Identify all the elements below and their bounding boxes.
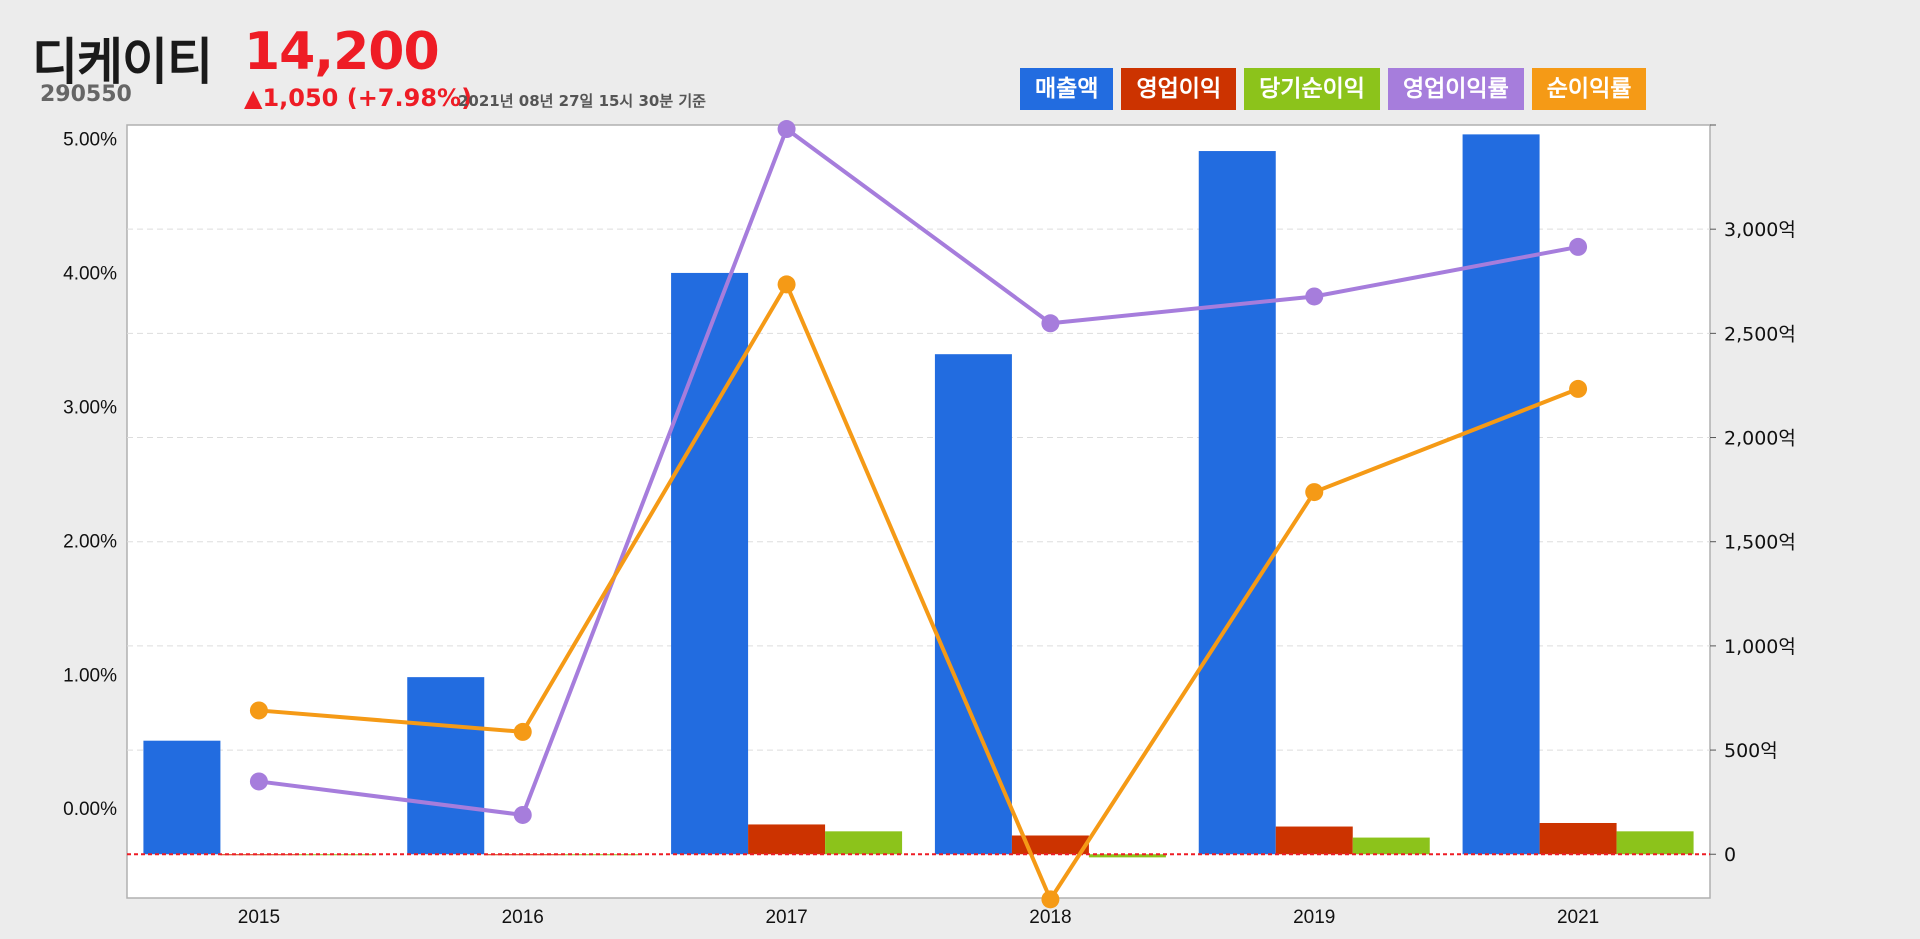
bar-net-income: [1616, 831, 1694, 855]
bar-revenue: [1198, 151, 1276, 855]
legend-net-margin[interactable]: 순이익률: [1531, 68, 1647, 110]
right-tick-label: 500억: [1724, 740, 1778, 762]
line-net-margin-point: [777, 275, 796, 294]
bar-net-income: [297, 854, 375, 856]
stock-code: 290550: [40, 82, 132, 107]
line-operating-margin-point: [513, 805, 532, 824]
bar-revenue: [671, 272, 749, 855]
stock-price: 14,200: [244, 22, 440, 82]
right-tick-label: 2,500억: [1724, 323, 1796, 345]
left-tick-label: 3.00%: [63, 397, 117, 418]
x-tick-label: 2015: [238, 907, 280, 928]
legend: 매출액 영업이익 당기순이익 영업이익률 순이익률: [1020, 68, 1647, 110]
left-tick-label: 1.00%: [63, 665, 117, 686]
bar-revenue: [1462, 134, 1540, 855]
price-change: ▲1,050 (+7.98%): [244, 84, 473, 112]
left-tick-label: 0.00%: [63, 799, 117, 820]
line-net-margin: [258, 282, 1579, 902]
bar-revenue: [407, 677, 485, 855]
bar-operating-profit: [748, 824, 826, 855]
line-operating-margin-point: [777, 120, 796, 139]
right-tick-label: 1,500억: [1724, 532, 1796, 554]
plot-area: [126, 124, 1711, 899]
bar-net-income: [1088, 854, 1166, 858]
stock-name: 디케이티: [32, 33, 213, 91]
line-net-margin-point: [1569, 379, 1588, 398]
x-tick-label: 2018: [1029, 907, 1071, 928]
line-operating-margin-point: [1569, 237, 1588, 256]
legend-operating-profit[interactable]: 영업이익: [1121, 68, 1237, 110]
line-net-margin-point: [1041, 890, 1060, 909]
line-net-margin-point: [1305, 483, 1324, 502]
bar-operating-profit: [1539, 822, 1617, 855]
line-net-margin-point: [513, 722, 532, 741]
bar-net-income: [825, 831, 903, 855]
bar-operating-profit: [220, 854, 298, 856]
x-tick-label: 2021: [1557, 907, 1599, 928]
right-tick-label: 3,000억: [1724, 219, 1796, 241]
line-operating-margin-point: [1305, 287, 1324, 306]
x-tick-label: 2019: [1293, 907, 1335, 928]
bar-revenue: [143, 740, 221, 855]
line-net-margin-point: [249, 701, 268, 720]
bar-revenue: [934, 354, 1012, 855]
timestamp: 2021년 08년 27일 15시 30분 기준: [458, 92, 706, 110]
line-operating-margin: [258, 127, 1579, 817]
bar-operating-profit: [1275, 826, 1353, 855]
left-tick-label: 2.00%: [63, 531, 117, 552]
left-tick-label: 5.00%: [63, 129, 117, 150]
legend-operating-margin[interactable]: 영업이익률: [1387, 68, 1524, 110]
x-tick-label: 2017: [765, 907, 807, 928]
legend-revenue[interactable]: 매출액: [1020, 68, 1114, 110]
left-tick-label: 4.00%: [63, 263, 117, 284]
legend-net-income[interactable]: 당기순이익: [1244, 68, 1380, 110]
line-operating-margin-point: [249, 772, 268, 791]
right-tick-label: 0: [1724, 844, 1736, 866]
bar-net-income: [1352, 837, 1430, 855]
x-tick-label: 2016: [502, 907, 544, 928]
line-operating-margin-point: [1041, 314, 1060, 333]
right-tick-label: 1,000억: [1724, 636, 1796, 658]
right-tick-label: 2,000억: [1724, 428, 1796, 450]
